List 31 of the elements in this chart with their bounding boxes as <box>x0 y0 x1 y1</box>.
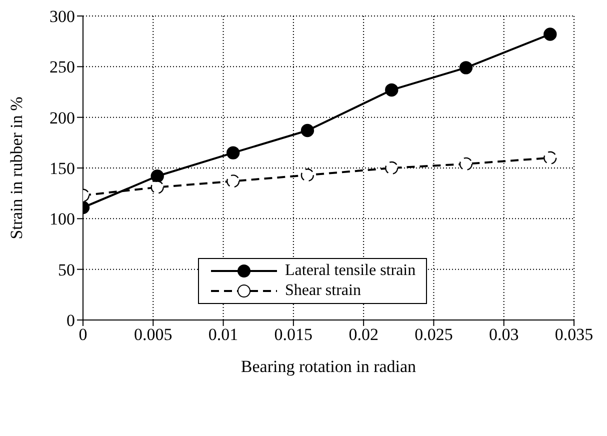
y-axis-title: Strain in rubber in % <box>7 96 26 240</box>
x-tick-label: 0.03 <box>488 325 519 344</box>
y-tick-label: 300 <box>50 7 75 26</box>
x-tick-label: 0 <box>78 325 88 344</box>
point <box>385 161 398 175</box>
point <box>459 157 473 171</box>
point <box>459 61 473 74</box>
legend-label: Shear strain <box>285 282 361 300</box>
x-tick-label: 0.015 <box>274 325 313 344</box>
x-tick-label: 0.02 <box>348 325 378 344</box>
point <box>300 168 314 182</box>
point <box>226 174 240 188</box>
point <box>385 83 398 97</box>
y-tick-label: 100 <box>50 210 75 229</box>
legend-label: Lateral tensile strain <box>285 262 416 280</box>
x-tick-label: 0.035 <box>554 325 594 344</box>
x-tick-label: 0.005 <box>134 325 172 344</box>
y-tick-label: 150 <box>50 159 75 178</box>
y-tick-label: 250 <box>50 58 75 77</box>
point <box>150 170 164 183</box>
point <box>544 151 557 164</box>
x-axis-title: Bearing rotation in radian <box>240 357 417 376</box>
point <box>150 180 164 194</box>
point <box>226 146 240 160</box>
x-tick-label: 0.025 <box>414 325 453 344</box>
y-tick-label: 0 <box>66 311 75 330</box>
point <box>300 124 314 138</box>
y-tick-label: 200 <box>50 108 75 128</box>
y-tick-label: 50 <box>58 260 75 280</box>
x-tick-label: 0.01 <box>208 325 238 344</box>
point <box>544 28 557 41</box>
